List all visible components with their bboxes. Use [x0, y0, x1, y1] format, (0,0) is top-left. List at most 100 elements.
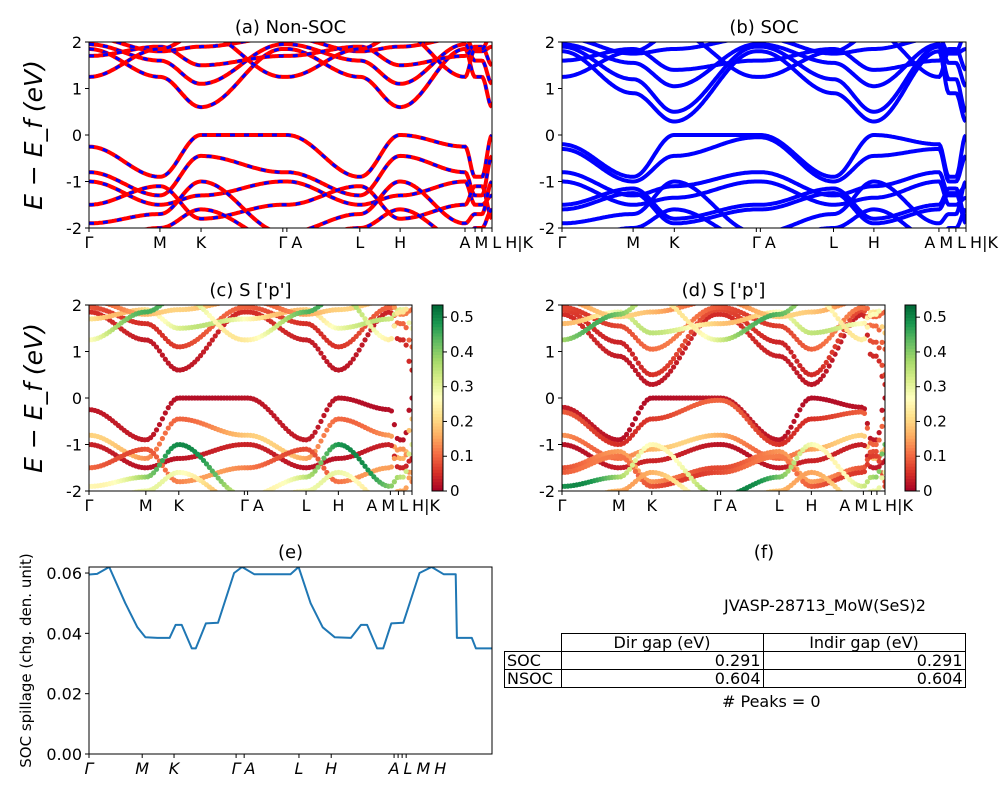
projection-point — [882, 441, 885, 448]
projection-point — [676, 355, 683, 361]
x-tick-label: K — [669, 233, 680, 252]
projection-point — [882, 479, 885, 485]
projection-point — [876, 463, 882, 470]
projection-point — [626, 347, 633, 353]
y-tick-label: 0.00 — [46, 745, 82, 764]
projection-point — [838, 332, 844, 338]
projection-point — [797, 298, 802, 303]
colorbar-segment — [905, 354, 916, 359]
projection-point — [817, 367, 824, 373]
projection-point — [318, 418, 324, 425]
projection-point — [309, 433, 315, 439]
projection-point — [812, 294, 817, 299]
projection-point — [580, 498, 585, 503]
projection-point — [348, 299, 353, 304]
projection-point — [882, 483, 885, 489]
projection-point — [879, 475, 885, 481]
projection-point — [788, 464, 794, 470]
projection-point — [400, 446, 406, 452]
projection-point — [588, 333, 594, 339]
projection-point — [632, 367, 639, 374]
projection-point — [685, 333, 691, 340]
panel-title: (e) — [278, 542, 303, 563]
projection-point — [315, 424, 321, 430]
x-tick-label: H — [434, 759, 446, 778]
projection-point — [744, 416, 750, 422]
projection-point — [195, 356, 201, 362]
x-tick-label: Γ — [232, 759, 242, 778]
x-tick-label: M — [854, 496, 868, 515]
projection-point — [89, 298, 94, 303]
colorbar-tick-label: 0.5 — [923, 308, 947, 326]
projection-point — [820, 363, 826, 370]
colorbar-segment — [432, 484, 443, 489]
projection-point — [876, 358, 882, 364]
x-tick-label: H — [332, 496, 344, 515]
colorbar-segment — [432, 413, 443, 418]
projection-point — [377, 299, 382, 304]
projection-point — [409, 344, 412, 350]
projection-point — [750, 423, 756, 429]
projection-point — [172, 294, 177, 299]
colorbar-segment — [905, 345, 916, 349]
y-tick-label: 2 — [72, 296, 82, 315]
projection-point — [122, 493, 127, 498]
x-tick-label: A — [388, 759, 400, 778]
colorbar-segment — [905, 320, 916, 325]
projection-point — [700, 499, 705, 504]
projection-point — [165, 405, 171, 411]
projection-point — [206, 464, 212, 470]
projection-point — [159, 416, 166, 422]
projection-point — [400, 337, 406, 343]
projection-point — [406, 451, 412, 457]
colorbar-segment — [432, 475, 443, 480]
projection-point — [203, 461, 210, 467]
projection-point — [692, 493, 697, 498]
projection-point — [785, 468, 791, 474]
projection-point — [102, 305, 105, 306]
projection-point — [98, 501, 103, 506]
projection-point — [409, 416, 412, 422]
colorbar: 0 0.1 0.2 0.3 0.4 0.5 — [904, 304, 947, 500]
projection-point — [595, 493, 600, 498]
y-tick-label: 2 — [545, 33, 555, 52]
colorbar-segment — [432, 472, 443, 476]
x-tick-label: A — [244, 759, 256, 778]
projection-point — [688, 329, 694, 335]
projection-point — [876, 308, 882, 314]
colorbar-segment — [905, 456, 916, 461]
x-tick-label: L — [492, 233, 501, 252]
projection-point — [159, 458, 166, 464]
projection-point — [876, 437, 882, 443]
projection-point — [359, 327, 365, 333]
projection-point — [583, 497, 588, 502]
projection-point — [406, 358, 412, 364]
projection-point — [336, 293, 341, 298]
projection-point — [353, 452, 359, 459]
colorbar-segment — [905, 444, 916, 449]
band-line-dashed — [89, 42, 489, 79]
band-line-dashed — [89, 180, 492, 207]
colorbar-segment — [432, 314, 443, 318]
colorbar-segment — [432, 379, 443, 383]
projection-point — [153, 454, 160, 460]
projection-point — [212, 471, 218, 478]
x-tick-label: K — [174, 496, 185, 515]
plot-area — [562, 294, 885, 504]
projection-point — [383, 298, 388, 303]
projection-point — [592, 494, 597, 499]
colorbar-segment — [905, 469, 916, 473]
projection-point — [841, 323, 847, 329]
x-tick-label: L — [404, 759, 413, 778]
x-tick-label: M — [416, 759, 430, 778]
projection-point — [673, 360, 680, 366]
band-line — [89, 179, 492, 228]
x-tick-label: Γ — [713, 496, 722, 515]
projection-point — [400, 455, 406, 462]
projection-point — [174, 293, 179, 298]
projection-point — [879, 362, 885, 368]
projection-point — [212, 305, 218, 307]
empty-corner-cell — [505, 634, 562, 652]
